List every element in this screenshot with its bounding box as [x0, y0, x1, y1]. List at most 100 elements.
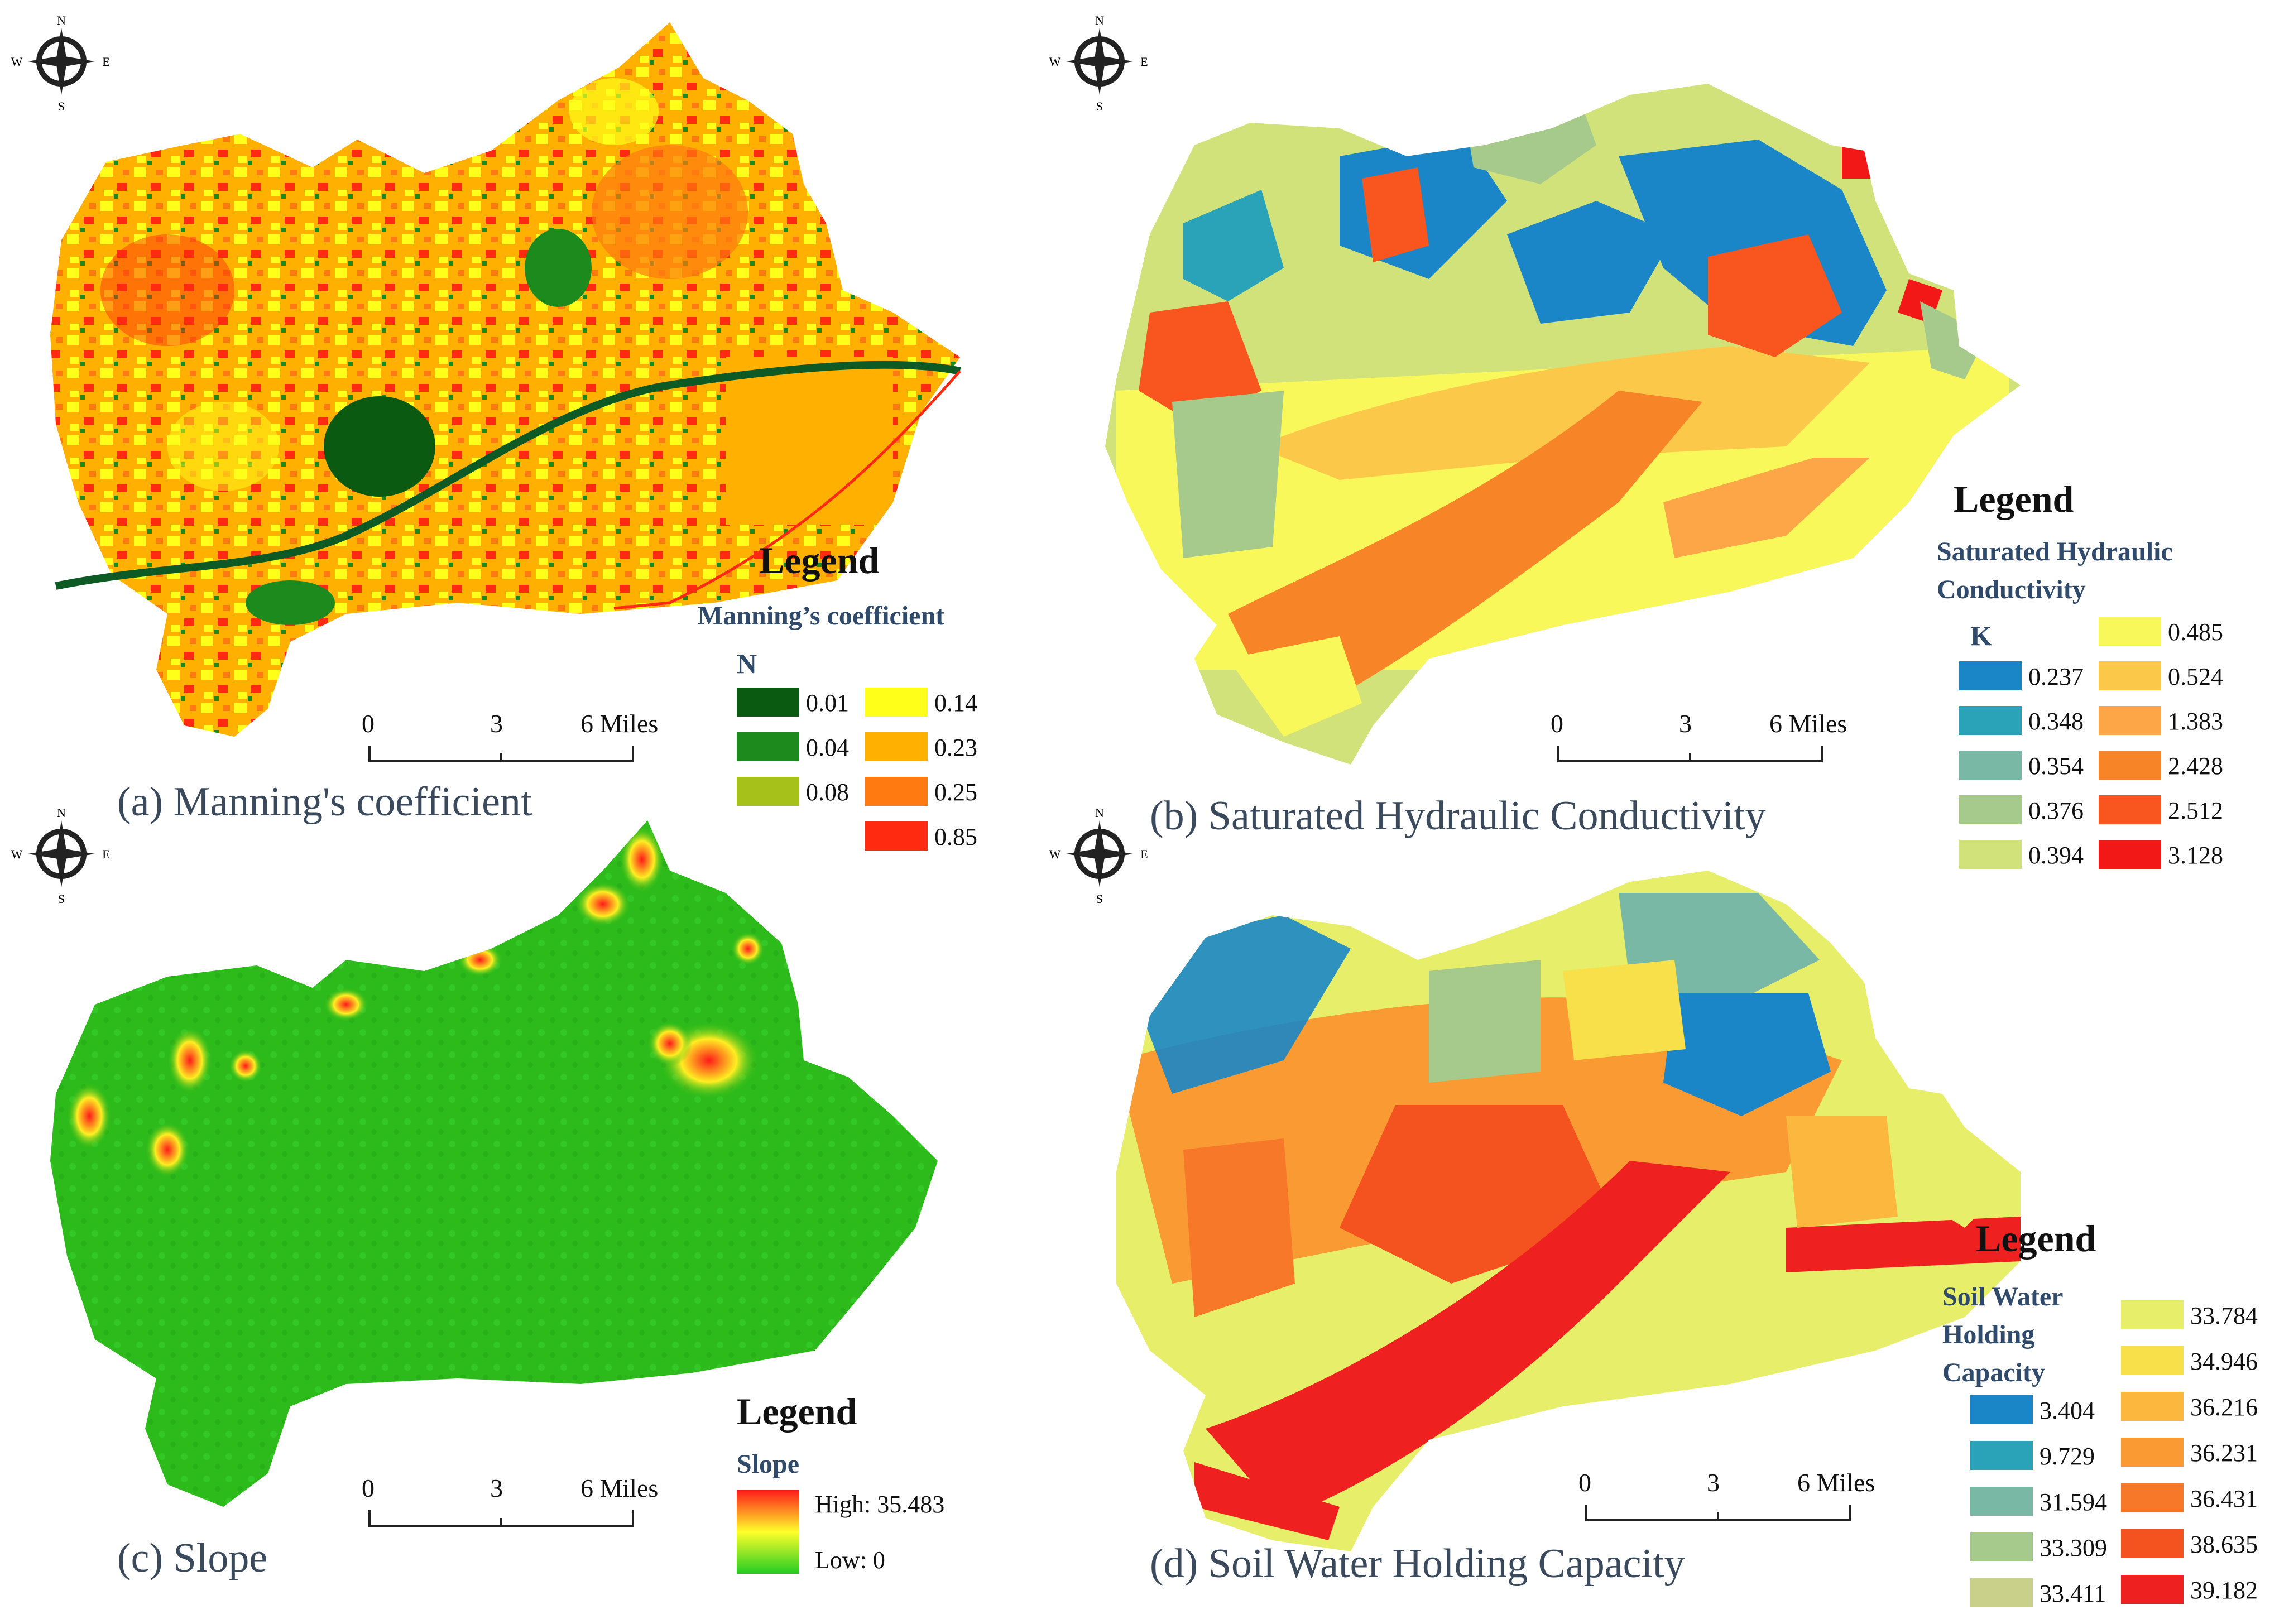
legend-label: 31.594 [2040, 1488, 2107, 1516]
slope-low-label: Low: 0 [815, 1546, 885, 1574]
legend-swatch [2121, 1529, 2184, 1558]
legend-swatch [1959, 706, 2022, 735]
legend-label: 39.182 [2190, 1577, 2258, 1604]
legend-label: 36.431 [2190, 1485, 2258, 1512]
legend-swatch [865, 777, 928, 806]
scale-tick-3: 3 [490, 1474, 503, 1502]
caption-d: (d) Soil Water Holding Capacity [1150, 1541, 1685, 1587]
scale-tick-3: 3 [1679, 709, 1692, 738]
scale-tick-0: 0 [362, 1474, 375, 1502]
legend-label: 38.635 [2190, 1531, 2258, 1558]
legend-label: 0.524 [2168, 663, 2223, 690]
scale-bar-b: 0 3 6 Miles [1551, 709, 1847, 765]
legend-label: 0.08 [806, 779, 849, 806]
compass-e: E [102, 55, 109, 69]
legend-swatch [1959, 840, 2022, 869]
scale-tick-6: 6 Miles [1797, 1468, 1875, 1497]
legend-label: 1.383 [2168, 708, 2223, 735]
legend-swatch [2099, 706, 2161, 735]
legend-label: 0.237 [2028, 663, 2084, 690]
legend-swatch [2099, 840, 2161, 869]
legend-swatch [1970, 1487, 2033, 1516]
scale-tick-6: 6 Miles [580, 1474, 659, 1502]
compass-w: W [11, 847, 23, 861]
legend-label: 33.309 [2040, 1534, 2107, 1561]
scale-tick-6: 6 Miles [580, 709, 659, 738]
legend-swatch [737, 732, 799, 761]
legend-label: 33.784 [2190, 1302, 2258, 1329]
legend-label: 3.128 [2168, 842, 2223, 869]
compass-rose-icon-a: N S E W [11, 13, 110, 112]
slope-high-label: High: 35.483 [815, 1491, 945, 1518]
legend-label: 0.376 [2028, 797, 2084, 824]
caption-a: (a) Manning's coefficient [117, 779, 532, 825]
legend-swatch [2121, 1300, 2184, 1329]
legend-swatch [1959, 751, 2022, 780]
legend-swatch [2099, 751, 2161, 780]
legend-variable-b: K [1970, 620, 1992, 651]
legend-label: 3.404 [2040, 1397, 2095, 1424]
legend-label: 0.01 [806, 689, 849, 717]
legend-swatch [1970, 1441, 2033, 1470]
compass-s: S [1096, 99, 1103, 112]
legend-label: 2.512 [2168, 797, 2223, 824]
scale-bar-c: 0 3 6 Miles [362, 1473, 658, 1529]
legend-label: 0.394 [2028, 842, 2084, 869]
legend-title-b: Legend [1954, 478, 2074, 520]
compass-e: E [1140, 55, 1148, 69]
scale-bar-d: 0 3 6 Miles [1578, 1468, 1875, 1524]
legend-swatch [1959, 795, 2022, 824]
legend-subtitle-c: Slope [737, 1449, 800, 1479]
scale-tick-0: 0 [362, 709, 375, 738]
compass-rose-icon-d: N S E W [1049, 806, 1148, 904]
legend-label: 9.729 [2040, 1443, 2095, 1470]
caption-c: (c) Slope [117, 1535, 268, 1581]
legend-label: 33.411 [2040, 1580, 2106, 1607]
legend-title-c: Legend [737, 1390, 857, 1433]
legend-label: 2.428 [2168, 752, 2223, 780]
compass-n: N [57, 806, 66, 820]
scale-tick-3: 3 [490, 709, 503, 738]
compass-n: N [1095, 806, 1104, 820]
legend-title-a: Legend [759, 539, 880, 582]
legend-subtitle-a: Manning’s coefficient [698, 601, 945, 631]
legend-label: 0.485 [2168, 618, 2223, 646]
legend-swatch [2121, 1438, 2184, 1467]
compass-s: S [58, 99, 65, 112]
scale-tick-3: 3 [1707, 1468, 1720, 1497]
legend-swatch [737, 777, 799, 806]
compass-e: E [102, 847, 109, 861]
legend-subtitle-b: Saturated Hydraulic Conductivity [1937, 537, 2173, 604]
compass-rose-icon-b: N S E W [1049, 13, 1148, 112]
legend-swatch [2121, 1483, 2184, 1512]
legend-title-d: Legend [1976, 1217, 2096, 1260]
compass-w: W [11, 55, 23, 69]
caption-b: (b) Saturated Hydraulic Conductivity [1150, 793, 1766, 839]
legend-label: 0.04 [806, 734, 849, 761]
legend-label: 0.25 [934, 779, 977, 806]
legend-swatch [865, 688, 928, 717]
scale-tick-0: 0 [1551, 709, 1563, 738]
legend-swatch [2099, 661, 2161, 690]
compass-e: E [1140, 847, 1148, 861]
legend-label: 0.348 [2028, 708, 2084, 735]
legend-swatch [2121, 1346, 2184, 1375]
legend-swatch [1959, 661, 2022, 690]
legend-label: 0.23 [934, 734, 977, 761]
legend-label: 36.216 [2190, 1394, 2258, 1421]
legend-swatch [737, 688, 799, 717]
compass-s: S [58, 892, 65, 904]
compass-n: N [57, 13, 66, 27]
scale-bar-a: 0 3 6 Miles [362, 709, 658, 765]
compass-w: W [1049, 847, 1061, 861]
compass-n: N [1095, 13, 1104, 27]
legend-swatch [2121, 1575, 2184, 1604]
legend-swatch [2099, 795, 2161, 824]
legend-swatch [2121, 1392, 2184, 1421]
legend-label: 36.231 [2190, 1439, 2258, 1467]
compass-rose-icon-c: N S E W [11, 806, 110, 904]
slope-color-ramp [737, 1490, 799, 1574]
legend-swatch [865, 732, 928, 761]
legend-label: 34.946 [2190, 1348, 2258, 1375]
legend-swatch [2099, 617, 2161, 646]
